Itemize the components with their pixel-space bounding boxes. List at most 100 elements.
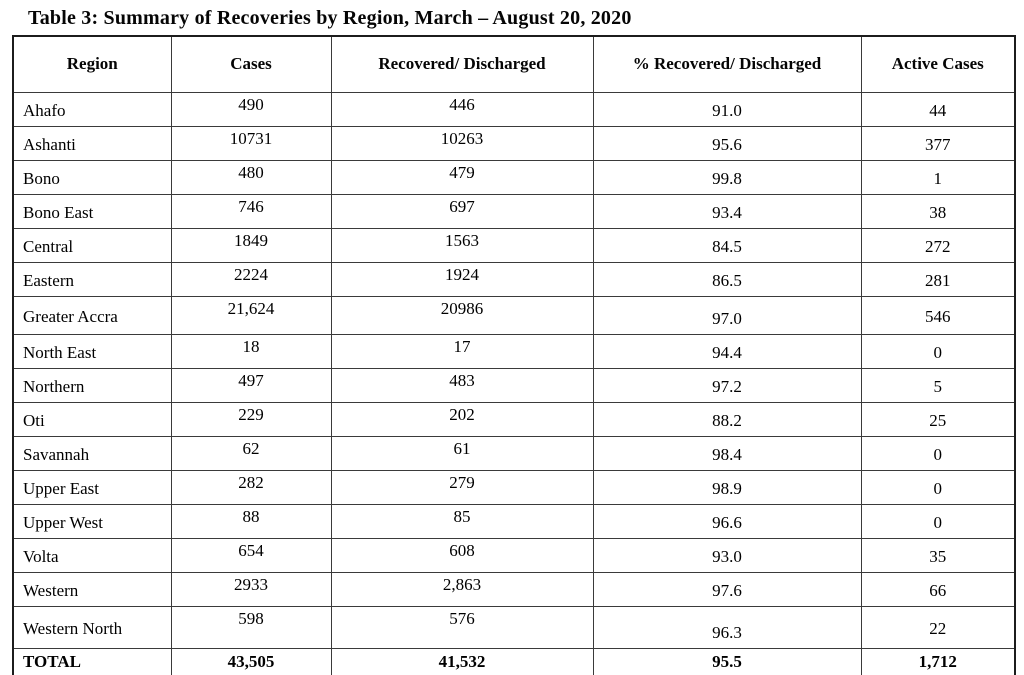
cases-cell: 497 (170, 367, 332, 403)
cases-cell: 746 (170, 193, 332, 229)
active-cases-cell: 22 (860, 605, 1016, 649)
recovered-cell: 479 (330, 159, 594, 195)
table-row: Eastern 2224 1924 86.5 281 (12, 261, 1016, 297)
active-cases-cell: 281 (860, 261, 1016, 297)
table-row: Bono 480 479 99.8 1 (12, 159, 1016, 195)
header-region: Region (12, 35, 172, 93)
pct-recovered-cell: 99.8 (592, 159, 862, 195)
pct-recovered-cell: 98.4 (592, 435, 862, 471)
pct-recovered-cell: 93.0 (592, 537, 862, 573)
pct-recovered-cell: 96.3 (592, 605, 862, 649)
table-row: Ahafo 490 446 91.0 44 (12, 91, 1016, 127)
recovered-cell: 608 (330, 537, 594, 573)
active-cases-cell: 25 (860, 401, 1016, 437)
active-cases-cell: 0 (860, 435, 1016, 471)
table-row: Greater Accra 21,624 20986 97.0 546 (12, 295, 1016, 335)
cases-cell: 2933 (170, 571, 332, 607)
table-row: Upper West 88 85 96.6 0 (12, 503, 1016, 539)
pct-recovered-cell: 97.6 (592, 571, 862, 607)
pct-recovered-cell: 86.5 (592, 261, 862, 297)
cases-cell: 490 (170, 91, 332, 127)
region-cell: Northern (12, 367, 172, 403)
pct-recovered-cell: 93.4 (592, 193, 862, 229)
active-cases-cell: 546 (860, 295, 1016, 335)
recovered-cell: 576 (330, 605, 594, 649)
pct-recovered-cell: 96.6 (592, 503, 862, 539)
cases-cell: 10731 (170, 125, 332, 161)
pct-recovered-cell: 98.9 (592, 469, 862, 505)
header-pct-recovered: % Recovered/ Discharged (592, 35, 862, 93)
cases-cell: 480 (170, 159, 332, 195)
total-label-cell: TOTAL (12, 647, 172, 675)
recovered-cell: 1924 (330, 261, 594, 297)
active-cases-cell: 5 (860, 367, 1016, 403)
cases-cell: 62 (170, 435, 332, 471)
total-pct-recovered-cell: 95.5 (592, 647, 862, 675)
active-cases-cell: 66 (860, 571, 1016, 607)
cases-cell: 21,624 (170, 295, 332, 335)
active-cases-cell: 0 (860, 503, 1016, 539)
table-row: Western 2933 2,863 97.6 66 (12, 571, 1016, 607)
cases-cell: 1849 (170, 227, 332, 263)
recovered-cell: 483 (330, 367, 594, 403)
recovered-cell: 697 (330, 193, 594, 229)
header-cases: Cases (170, 35, 332, 93)
pct-recovered-cell: 91.0 (592, 91, 862, 127)
recovered-cell: 85 (330, 503, 594, 539)
recovered-cell: 279 (330, 469, 594, 505)
table-header: Region Cases Recovered/ Discharged % Rec… (12, 35, 1016, 93)
recovered-cell: 17 (330, 333, 594, 369)
cases-cell: 282 (170, 469, 332, 505)
region-cell: North East (12, 333, 172, 369)
cases-cell: 18 (170, 333, 332, 369)
cases-cell: 2224 (170, 261, 332, 297)
header-row: Region Cases Recovered/ Discharged % Rec… (12, 35, 1016, 93)
table-row: Bono East 746 697 93.4 38 (12, 193, 1016, 229)
active-cases-cell: 0 (860, 469, 1016, 505)
table-row: Ashanti 10731 10263 95.6 377 (12, 125, 1016, 161)
region-cell: Ahafo (12, 91, 172, 127)
region-cell: Western (12, 571, 172, 607)
cases-cell: 654 (170, 537, 332, 573)
cases-cell: 229 (170, 401, 332, 437)
region-cell: Ashanti (12, 125, 172, 161)
table-title: Table 3: Summary of Recoveries by Region… (28, 7, 632, 29)
recovered-cell: 1563 (330, 227, 594, 263)
recovered-cell: 10263 (330, 125, 594, 161)
table-row: Savannah 62 61 98.4 0 (12, 435, 1016, 471)
table-row: Volta 654 608 93.0 35 (12, 537, 1016, 573)
region-cell: Volta (12, 537, 172, 573)
active-cases-cell: 1 (860, 159, 1016, 195)
pct-recovered-cell: 97.2 (592, 367, 862, 403)
region-cell: Western North (12, 605, 172, 649)
cases-cell: 88 (170, 503, 332, 539)
pct-recovered-cell: 88.2 (592, 401, 862, 437)
region-cell: Central (12, 227, 172, 263)
active-cases-cell: 35 (860, 537, 1016, 573)
table-body: Ahafo 490 446 91.0 44 Ashanti 10731 1026… (12, 91, 1016, 675)
region-cell: Savannah (12, 435, 172, 471)
pct-recovered-cell: 97.0 (592, 295, 862, 335)
active-cases-cell: 44 (860, 91, 1016, 127)
table-row: Central 1849 1563 84.5 272 (12, 227, 1016, 263)
region-cell: Eastern (12, 261, 172, 297)
pct-recovered-cell: 94.4 (592, 333, 862, 369)
header-recovered: Recovered/ Discharged (330, 35, 594, 93)
total-active-cases-cell: 1,712 (860, 647, 1016, 675)
active-cases-cell: 377 (860, 125, 1016, 161)
recoveries-by-region-table: Region Cases Recovered/ Discharged % Rec… (12, 35, 1016, 675)
active-cases-cell: 0 (860, 333, 1016, 369)
total-cases-cell: 43,505 (170, 647, 332, 675)
cases-cell: 598 (170, 605, 332, 649)
recovered-cell: 61 (330, 435, 594, 471)
total-recovered-cell: 41,532 (330, 647, 594, 675)
region-cell: Bono (12, 159, 172, 195)
table-row: Upper East 282 279 98.9 0 (12, 469, 1016, 505)
active-cases-cell: 38 (860, 193, 1016, 229)
table-row: North East 18 17 94.4 0 (12, 333, 1016, 369)
total-row: TOTAL 43,505 41,532 95.5 1,712 (12, 647, 1016, 675)
pct-recovered-cell: 84.5 (592, 227, 862, 263)
active-cases-cell: 272 (860, 227, 1016, 263)
header-active-cases: Active Cases (860, 35, 1016, 93)
